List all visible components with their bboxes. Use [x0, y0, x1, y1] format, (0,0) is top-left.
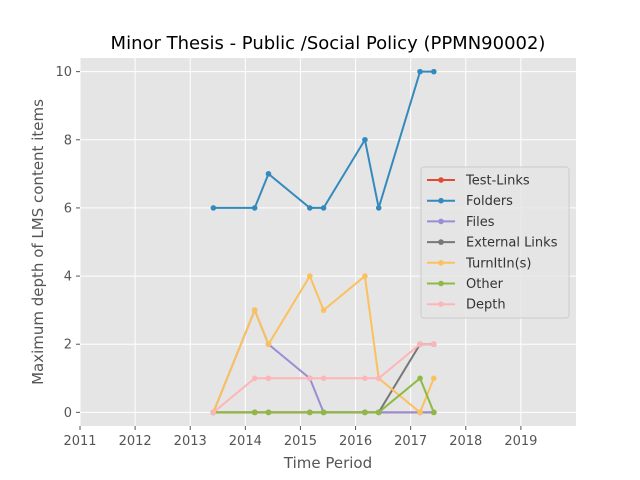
legend-entry-test-links: Test-Links	[427, 174, 530, 189]
x-tick-label: 2017	[394, 434, 427, 449]
x-tick-label: 2011	[63, 434, 96, 449]
data-point-turnitin-s	[362, 273, 368, 279]
data-point-depth	[375, 375, 382, 382]
legend-entry-other: Other	[427, 277, 504, 292]
data-point-folders	[210, 205, 217, 211]
chart-title: Minor Thesis - Public /Social Policy (PP…	[111, 33, 546, 54]
x-tick-label: 2014	[229, 434, 262, 449]
data-point-turnitin-s	[307, 273, 313, 279]
data-point-depth	[265, 375, 272, 382]
data-point-folders	[375, 205, 382, 211]
data-point-turnitin-s	[251, 307, 258, 313]
legend-label: TurnItIn(s)	[465, 256, 531, 271]
legend-entry-files: Files	[427, 215, 495, 230]
data-point-other	[265, 409, 272, 416]
data-point-other	[320, 409, 327, 416]
legend-swatch-marker	[438, 260, 444, 266]
data-point-folders	[320, 205, 327, 211]
data-point-folders	[307, 205, 313, 211]
data-point-turnitin-s	[431, 375, 437, 382]
data-point-other	[417, 375, 423, 382]
x-tick-label: 2016	[339, 434, 372, 449]
series-folders	[210, 68, 437, 211]
legend-swatch-marker	[438, 177, 444, 183]
data-point-turnitin-s	[417, 409, 423, 416]
data-point-folders	[417, 68, 423, 75]
legend-swatch-marker	[438, 239, 444, 245]
series-other	[210, 375, 437, 416]
x-axis-label: Time Period	[283, 454, 372, 472]
legend-label: Test-Links	[465, 174, 530, 189]
legend: Test-Links Folders Files External Links Turn…	[420, 166, 570, 319]
data-point-depth	[251, 375, 258, 382]
legend-label: Files	[466, 215, 495, 230]
data-point-depth	[210, 409, 217, 416]
data-point-folders	[265, 171, 272, 177]
y-tick-label: 8	[64, 133, 72, 148]
x-ticks: 2011 2012 2013 2014 2015 2016 2017 2018 2019	[63, 426, 537, 449]
data-point-depth	[431, 341, 437, 348]
y-tick-label: 0	[64, 406, 72, 421]
data-point-other	[362, 409, 368, 416]
x-tick-label: 2015	[284, 434, 317, 449]
legend-label: Folders	[466, 194, 513, 209]
data-point-other	[251, 409, 258, 416]
legend-entry-depth: Depth	[427, 298, 506, 313]
legend-swatch-marker	[438, 280, 444, 287]
series-depth	[210, 341, 437, 416]
data-point-other	[375, 409, 382, 416]
legend-entry-turnitin-s: TurnItIn(s)	[427, 256, 531, 271]
y-ticks: 0 2 4 6 8 10	[55, 65, 80, 421]
x-tick-label: 2018	[449, 434, 482, 449]
legend-box	[420, 166, 570, 319]
legend-swatch-marker	[438, 218, 444, 225]
y-axis-label: Maximum depth of LMS content items	[29, 99, 47, 385]
data-point-depth	[307, 375, 313, 382]
legend-label: Other	[466, 277, 504, 292]
legend-swatch-marker	[438, 197, 444, 204]
series-group	[210, 68, 437, 416]
legend-entry-external-links: External Links	[427, 236, 558, 251]
legend-label: External Links	[466, 236, 558, 251]
data-point-folders	[431, 68, 437, 75]
y-tick-label: 4	[64, 270, 72, 285]
data-point-depth	[417, 341, 423, 348]
data-point-depth	[362, 375, 368, 382]
legend-entry-folders: Folders	[427, 194, 513, 209]
data-point-turnitin-s	[320, 307, 327, 313]
data-point-folders	[251, 205, 258, 211]
data-point-turnitin-s	[265, 341, 272, 348]
y-tick-label: 6	[64, 201, 72, 216]
data-point-other	[431, 409, 437, 416]
y-tick-label: 10	[55, 65, 72, 80]
legend-swatch-marker	[438, 301, 444, 308]
x-tick-label: 2013	[174, 434, 207, 449]
y-tick-label: 2	[64, 338, 72, 353]
data-point-folders	[362, 136, 368, 143]
data-point-other	[307, 409, 313, 416]
x-tick-label: 2012	[119, 434, 152, 449]
legend-label: Depth	[466, 298, 506, 313]
x-tick-label: 2019	[504, 434, 537, 449]
data-point-depth	[320, 375, 327, 382]
